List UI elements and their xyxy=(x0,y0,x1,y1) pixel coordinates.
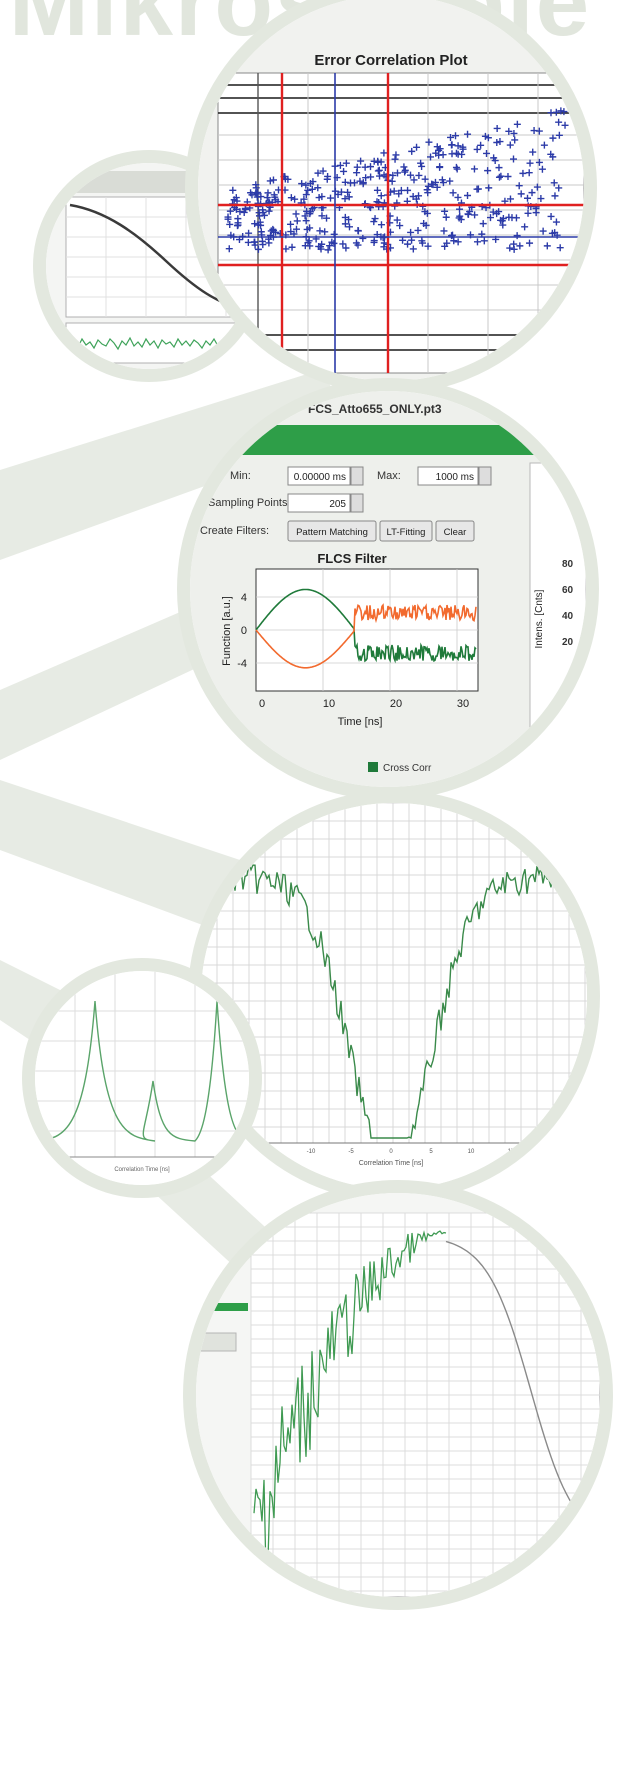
antibunching-xtick: -10 xyxy=(307,1149,316,1155)
ytick: -4 xyxy=(237,658,247,670)
flcs-xlabel: Time [ns] xyxy=(338,716,383,728)
side-tick: 20 xyxy=(562,637,574,648)
xtick: 30 xyxy=(457,698,469,710)
xtick: 20 xyxy=(390,698,402,710)
antibunching-xlabel: Correlation Time [ns] xyxy=(359,1160,424,1167)
ytick: 0 xyxy=(241,625,247,637)
clear-button[interactable] xyxy=(435,520,475,542)
antibunching-plot: -15 -10 -5 0 5 10 15 Correlation Time [ns] xyxy=(201,803,587,1189)
filters-label: Create Filters: xyxy=(200,525,269,537)
window-title: FCS_Atto655_ONLY.pt3 xyxy=(308,402,442,416)
side-label: Intens. [Cnts] xyxy=(534,589,545,648)
peaks-trace xyxy=(35,1000,249,1142)
flcs-window: FCS_Atto655_ONLY.pt3 Min: 0.00000 ms Max… xyxy=(190,391,586,787)
pattern-matching-button[interactable] xyxy=(287,520,377,542)
error-correlation-plot: Error Correlation Plot xyxy=(198,0,584,381)
ytick: 4 xyxy=(241,592,247,604)
min-label: Min: xyxy=(230,470,251,482)
correlation-curve-bubble xyxy=(183,1180,613,1610)
peaks-xlabel: Correlation Time [ns] xyxy=(114,1167,170,1173)
correlation-curve-window xyxy=(196,1193,600,1597)
sampling-input[interactable] xyxy=(287,493,351,513)
antibunching-xtick: 10 xyxy=(468,1149,475,1155)
flcs-ylabel: Function [a.u.] xyxy=(221,596,233,666)
sampling-spinner[interactable] xyxy=(350,493,364,513)
xtick: 10 xyxy=(323,698,335,710)
max-input[interactable] xyxy=(417,466,479,486)
cross-corr-legend-label: Cross Corr xyxy=(383,763,432,774)
xtick: 0 xyxy=(259,698,265,710)
max-value: 1000 ms xyxy=(436,472,474,483)
antibunching-xtick: 15 xyxy=(508,1149,515,1155)
clear-label: Clear xyxy=(444,527,467,538)
antibunching-trace xyxy=(201,861,587,1140)
error-correlation-bubble: Error Correlation Plot xyxy=(185,0,597,394)
peaks-bubble: Correlation Time [ns] xyxy=(22,958,262,1198)
flcs-window-bubble: FCS_Atto655_ONLY.pt3 Min: 0.00000 ms Max… xyxy=(177,378,599,800)
antibunching-xtick: -15 xyxy=(267,1149,276,1155)
green-header-bar xyxy=(190,425,586,455)
side-tick: 40 xyxy=(562,611,574,622)
flcs-filter-title: FLCS Filter xyxy=(317,551,386,566)
min-input[interactable] xyxy=(287,466,351,486)
antibunching-xtick: -5 xyxy=(348,1149,354,1155)
max-spinner[interactable] xyxy=(478,466,492,486)
sampling-label: Sampling Points: xyxy=(208,497,291,509)
antibunching-xtick: 0 xyxy=(389,1149,393,1155)
lt-fitting-button[interactable] xyxy=(379,520,433,542)
lt-fitting-label: LT-Fitting xyxy=(387,527,426,538)
pattern-matching-label: Pattern Matching xyxy=(296,527,368,538)
series-orange-filter xyxy=(255,603,477,669)
antibunching-bubble: -15 -10 -5 0 5 10 15 Correlation Time [ns] xyxy=(188,790,600,1202)
cross-corr-legend-swatch xyxy=(368,762,378,772)
side-green-bar xyxy=(196,1303,248,1311)
error-correlation-title: Error Correlation Plot xyxy=(314,52,467,69)
peaks-plot: Correlation Time [ns] xyxy=(35,971,249,1185)
series-green-filter xyxy=(255,588,477,664)
antibunching-xtick: 5 xyxy=(429,1149,433,1155)
sampling-value: 205 xyxy=(329,499,346,510)
min-value: 0.00000 ms xyxy=(294,472,346,483)
correlation-noisy-trace xyxy=(253,1230,447,1574)
side-tick: 80 xyxy=(562,559,574,570)
max-label: Max: xyxy=(377,470,401,482)
min-spinner[interactable] xyxy=(350,466,364,486)
side-tick: 60 xyxy=(562,585,574,596)
scatter-series xyxy=(224,107,569,254)
